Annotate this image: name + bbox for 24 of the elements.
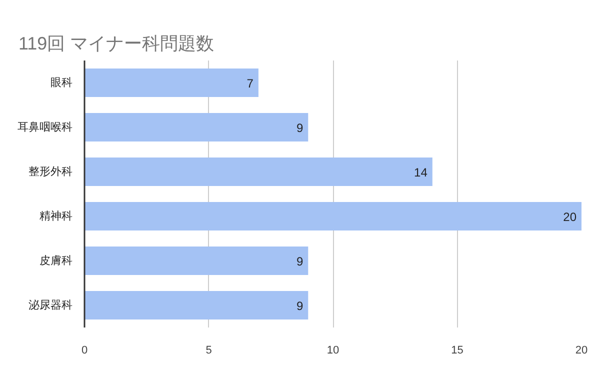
bar: [84, 113, 308, 142]
data-label: 14: [414, 165, 428, 180]
y-tick-label: 整形外科: [28, 166, 72, 178]
data-label: 9: [296, 254, 304, 268]
bar: [84, 202, 582, 230]
x-tick-label: 0: [81, 344, 88, 356]
y-tick-label: 耳鼻咽喉科: [18, 121, 72, 134]
data-label: 9: [296, 120, 304, 135]
data-label: 9: [296, 298, 304, 313]
x-tick-label: 10: [326, 344, 340, 356]
y-tick-label: 泌尿器科: [28, 299, 72, 312]
y-tick-label: 精神科: [40, 209, 72, 222]
x-tick-label: 5: [206, 344, 212, 356]
chart-title: 119回 マイナー科問題数: [18, 34, 214, 54]
bar: [84, 291, 308, 320]
x-tick-label: 15: [451, 344, 464, 356]
x-tick-label: 20: [575, 344, 588, 356]
bar: [84, 158, 432, 186]
data-label: 7: [246, 76, 254, 90]
data-label: 20: [563, 210, 577, 224]
y-tick-label: 皮膚科: [40, 254, 72, 267]
y-tick-label: 眼科: [50, 76, 72, 89]
bar: [84, 246, 308, 275]
bar: [84, 68, 258, 97]
